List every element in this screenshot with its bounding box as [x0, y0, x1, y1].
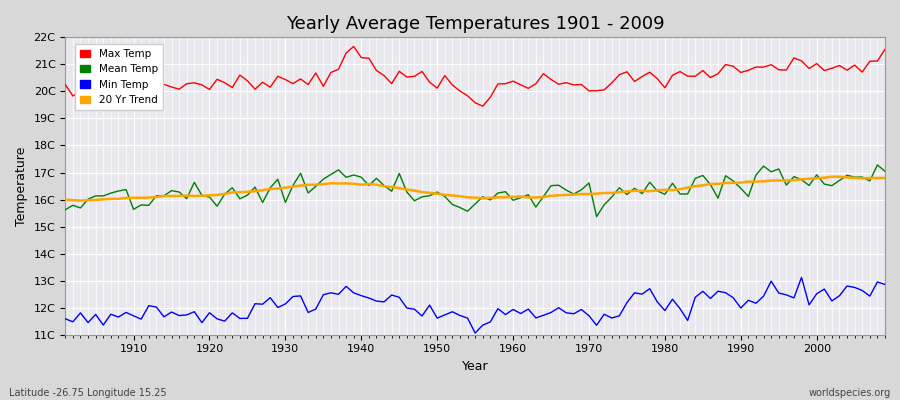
Min Temp [879, 282, 890, 287]
Line: Min Temp: Min Temp [66, 277, 885, 333]
Line: 20 Yr Trend: 20 Yr Trend [66, 177, 885, 201]
20 Yr Trend [508, 194, 518, 199]
Max Temp [60, 82, 71, 87]
Max Temp [614, 72, 625, 77]
Min Temp [607, 316, 617, 320]
20 Yr Trend [60, 197, 71, 202]
Mean Temp [872, 162, 883, 167]
Max Temp [121, 85, 131, 90]
Mean Temp [288, 183, 299, 188]
Text: Latitude -26.75 Longitude 15.25: Latitude -26.75 Longitude 15.25 [9, 388, 166, 398]
Mean Temp [121, 187, 131, 192]
Line: Mean Temp: Mean Temp [66, 165, 885, 217]
20 Yr Trend [295, 183, 306, 188]
Max Temp [879, 47, 890, 52]
Mean Temp [333, 168, 344, 172]
20 Yr Trend [607, 190, 617, 195]
Max Temp [523, 86, 534, 91]
Min Temp [60, 316, 71, 321]
Mean Temp [500, 189, 511, 194]
Max Temp [348, 44, 359, 49]
Y-axis label: Temperature: Temperature [15, 146, 28, 226]
20 Yr Trend [516, 194, 526, 199]
Min Temp [508, 307, 518, 312]
Max Temp [477, 104, 488, 108]
Min Temp [470, 330, 481, 335]
Max Temp [333, 67, 344, 72]
Legend: Max Temp, Mean Temp, Min Temp, 20 Yr Trend: Max Temp, Mean Temp, Min Temp, 20 Yr Tre… [75, 44, 163, 110]
X-axis label: Year: Year [462, 360, 489, 373]
Min Temp [121, 310, 131, 315]
Mean Temp [879, 169, 890, 174]
Line: Max Temp: Max Temp [66, 46, 885, 106]
20 Yr Trend [128, 195, 139, 200]
Text: worldspecies.org: worldspecies.org [809, 388, 891, 398]
20 Yr Trend [826, 174, 837, 179]
Max Temp [288, 81, 299, 86]
20 Yr Trend [879, 176, 890, 180]
Mean Temp [607, 195, 617, 200]
Title: Yearly Average Temperatures 1901 - 2009: Yearly Average Temperatures 1901 - 2009 [286, 15, 664, 33]
Mean Temp [60, 207, 71, 212]
Mean Temp [508, 198, 518, 203]
Min Temp [796, 275, 807, 280]
Mean Temp [591, 214, 602, 219]
Min Temp [516, 311, 526, 316]
Min Temp [333, 292, 344, 297]
Max Temp [516, 82, 526, 87]
Min Temp [288, 294, 299, 299]
20 Yr Trend [341, 181, 352, 186]
20 Yr Trend [75, 198, 86, 203]
